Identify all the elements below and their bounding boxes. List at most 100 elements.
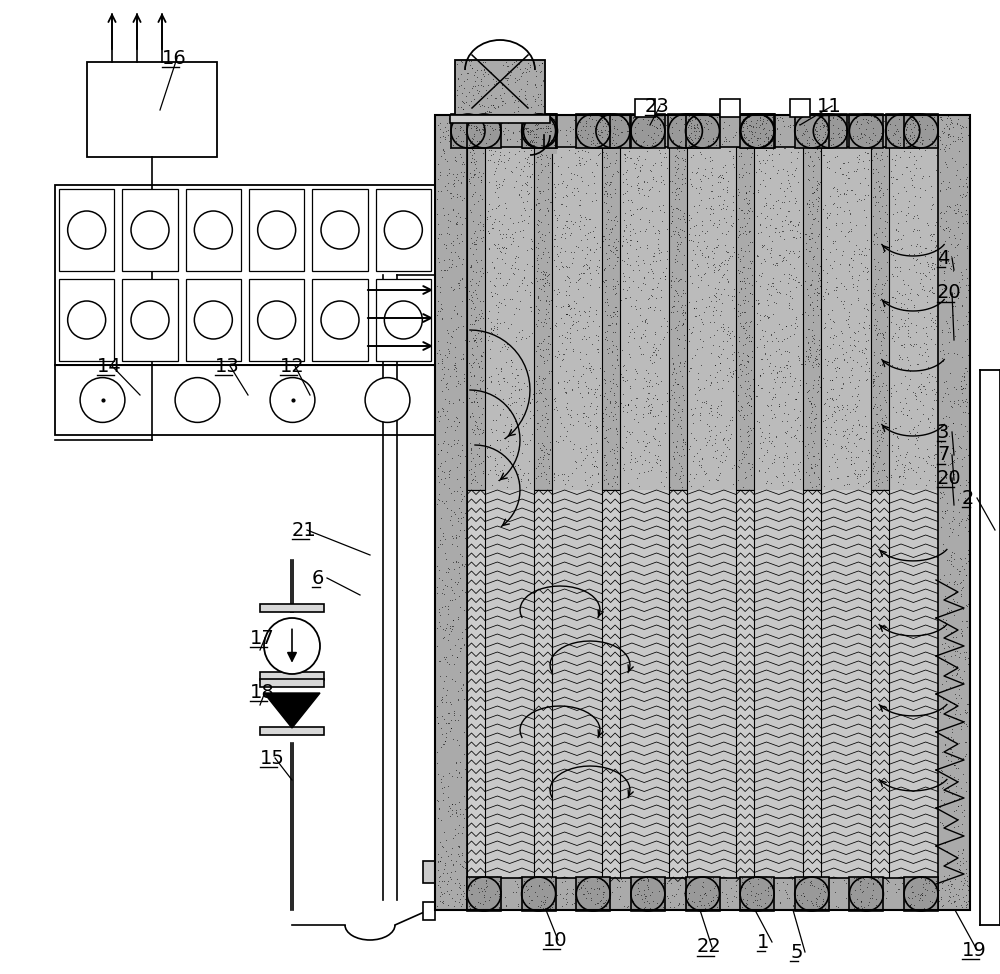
Circle shape	[194, 301, 232, 339]
Bar	[871, 490, 889, 878]
Text: 17: 17	[250, 628, 275, 648]
Circle shape	[384, 301, 422, 339]
Bar	[467, 114, 501, 148]
Text: 13: 13	[215, 356, 240, 376]
Bar	[435, 878, 970, 910]
Bar	[534, 147, 552, 490]
Bar	[55, 365, 435, 435]
Bar	[522, 114, 556, 148]
Bar	[720, 99, 740, 117]
Text: 1: 1	[757, 932, 769, 952]
Bar	[596, 114, 630, 148]
Bar	[686, 114, 720, 148]
Text: 23: 23	[645, 96, 670, 116]
Bar	[450, 115, 550, 123]
Bar	[249, 279, 304, 361]
Text: 19: 19	[962, 941, 987, 959]
Bar	[552, 490, 602, 878]
Bar	[669, 490, 687, 878]
Bar	[376, 279, 431, 361]
Text: 5: 5	[790, 943, 802, 961]
Bar	[312, 279, 368, 361]
Bar	[59, 279, 114, 361]
Bar	[668, 114, 702, 148]
Bar	[687, 490, 736, 878]
Bar	[376, 189, 431, 271]
Bar	[87, 62, 217, 157]
Bar	[602, 147, 620, 490]
Bar	[534, 490, 552, 878]
Circle shape	[365, 378, 410, 423]
Circle shape	[258, 211, 296, 249]
Bar	[631, 114, 665, 148]
Bar	[635, 99, 655, 117]
Bar	[813, 114, 847, 148]
Bar	[55, 185, 435, 365]
Bar	[871, 147, 889, 490]
Bar	[904, 114, 938, 148]
Bar	[795, 114, 829, 148]
Circle shape	[80, 378, 125, 423]
Bar	[249, 189, 304, 271]
Bar	[821, 490, 871, 878]
Circle shape	[384, 211, 422, 249]
Bar	[736, 147, 754, 490]
Bar	[467, 147, 938, 878]
Bar	[754, 490, 803, 878]
Bar	[455, 60, 545, 115]
Bar	[740, 877, 774, 911]
Circle shape	[131, 301, 169, 339]
Bar	[522, 877, 556, 911]
Bar	[122, 189, 178, 271]
Circle shape	[270, 378, 315, 423]
Bar	[260, 604, 324, 612]
Bar	[795, 877, 829, 911]
Text: 4: 4	[937, 248, 949, 268]
Circle shape	[264, 618, 320, 674]
Text: 22: 22	[697, 938, 722, 956]
Text: 3: 3	[937, 423, 949, 441]
Bar	[312, 189, 368, 271]
Bar	[451, 114, 485, 148]
Bar	[803, 147, 821, 490]
Bar	[435, 115, 467, 910]
Text: 20: 20	[937, 283, 962, 303]
Bar	[754, 147, 803, 490]
Text: 21: 21	[292, 520, 317, 540]
Bar	[552, 147, 602, 490]
Bar	[740, 114, 774, 148]
Bar	[122, 279, 178, 361]
Bar	[435, 115, 970, 910]
Bar	[687, 147, 736, 490]
Text: 18: 18	[250, 683, 275, 701]
Text: 2: 2	[962, 489, 974, 507]
Bar	[576, 114, 610, 148]
Circle shape	[131, 211, 169, 249]
Bar	[904, 877, 938, 911]
Bar	[260, 727, 324, 735]
Bar	[435, 115, 970, 147]
Bar	[485, 490, 534, 878]
Text: 12: 12	[280, 356, 305, 376]
Bar	[736, 490, 754, 878]
Bar	[576, 877, 610, 911]
Text: 6: 6	[312, 569, 324, 587]
Text: 16: 16	[162, 49, 187, 67]
Bar	[186, 189, 241, 271]
Circle shape	[194, 211, 232, 249]
Text: 20: 20	[937, 468, 962, 488]
Bar	[485, 147, 534, 490]
Bar	[602, 490, 620, 878]
Circle shape	[258, 301, 296, 339]
Bar	[849, 877, 883, 911]
Bar	[620, 490, 669, 878]
Bar	[741, 114, 775, 148]
Bar	[523, 114, 557, 148]
Circle shape	[175, 378, 220, 423]
Text: 10: 10	[543, 930, 568, 950]
Bar	[886, 114, 920, 148]
Text: 15: 15	[260, 748, 285, 768]
Bar	[59, 189, 114, 271]
Bar	[938, 115, 970, 910]
Bar	[423, 861, 435, 883]
